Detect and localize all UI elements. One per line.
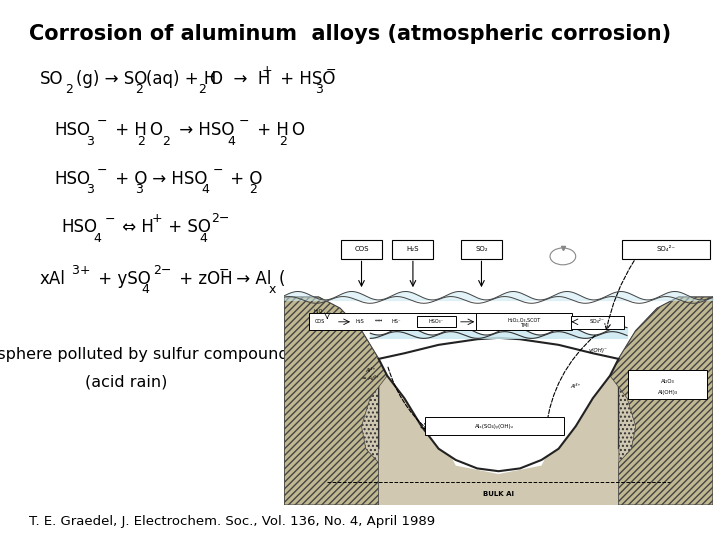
Text: −: − bbox=[97, 164, 108, 177]
Text: → HSO: → HSO bbox=[147, 170, 207, 187]
Text: Al³⁺: Al³⁺ bbox=[570, 384, 581, 389]
Text: H₂S: H₂S bbox=[355, 319, 364, 325]
Text: COS: COS bbox=[354, 246, 369, 252]
Polygon shape bbox=[618, 297, 713, 505]
FancyBboxPatch shape bbox=[425, 417, 564, 435]
Polygon shape bbox=[379, 338, 618, 471]
Text: 2−: 2− bbox=[153, 264, 172, 277]
Text: y: y bbox=[323, 283, 330, 296]
Text: O: O bbox=[291, 121, 304, 139]
Text: + O: + O bbox=[225, 170, 263, 187]
Text: 2: 2 bbox=[249, 183, 257, 197]
FancyBboxPatch shape bbox=[461, 240, 502, 259]
Text: + H: + H bbox=[110, 121, 147, 139]
Text: xAl: xAl bbox=[40, 269, 66, 287]
Text: ): ) bbox=[314, 269, 320, 287]
Text: +: + bbox=[152, 212, 163, 226]
Text: 2: 2 bbox=[138, 134, 145, 148]
Text: −: − bbox=[326, 64, 337, 77]
Text: Corrosion of aluminum  alloys (atmospheric corrosion): Corrosion of aluminum alloys (atmospheri… bbox=[29, 24, 671, 44]
Text: y(OH)⁻: y(OH)⁻ bbox=[588, 348, 606, 353]
Text: −: − bbox=[212, 164, 223, 177]
Text: 3: 3 bbox=[315, 83, 323, 97]
Text: 2: 2 bbox=[198, 83, 206, 97]
Text: 3: 3 bbox=[135, 183, 143, 197]
Text: O  →  H: O → H bbox=[210, 70, 270, 87]
Text: + H: + H bbox=[252, 121, 289, 139]
Polygon shape bbox=[284, 297, 405, 505]
Polygon shape bbox=[379, 449, 618, 505]
Text: −: − bbox=[219, 264, 230, 277]
Text: HS⁻: HS⁻ bbox=[392, 319, 401, 325]
Text: + ySO: + ySO bbox=[93, 269, 150, 287]
Text: Al(OH)₃: Al(OH)₃ bbox=[658, 390, 678, 395]
Text: 4: 4 bbox=[142, 283, 150, 296]
Text: 4: 4 bbox=[199, 232, 207, 245]
Text: x: x bbox=[269, 283, 276, 296]
FancyBboxPatch shape bbox=[570, 316, 624, 328]
FancyBboxPatch shape bbox=[417, 316, 456, 327]
Text: + SO: + SO bbox=[163, 218, 211, 236]
Text: + zOH: + zOH bbox=[174, 269, 232, 287]
Text: T. E. Graedel, J. Electrochem. Soc., Vol. 136, No. 4, April 1989: T. E. Graedel, J. Electrochem. Soc., Vol… bbox=[29, 515, 435, 528]
Text: 2: 2 bbox=[279, 134, 287, 148]
Text: Al³⁺: Al³⁺ bbox=[365, 368, 375, 373]
Text: HSO: HSO bbox=[61, 218, 97, 236]
Text: +: + bbox=[262, 64, 273, 77]
FancyBboxPatch shape bbox=[310, 313, 542, 330]
Text: (SO: (SO bbox=[279, 269, 308, 287]
Text: COS: COS bbox=[315, 319, 325, 325]
Text: 2: 2 bbox=[135, 83, 143, 97]
Text: 3+: 3+ bbox=[68, 264, 91, 277]
Text: 3: 3 bbox=[86, 183, 94, 197]
Text: HSO: HSO bbox=[54, 170, 90, 187]
Text: HSO: HSO bbox=[54, 121, 90, 139]
Polygon shape bbox=[593, 297, 713, 505]
Text: z: z bbox=[366, 283, 372, 296]
Text: SO₄²⁻: SO₄²⁻ bbox=[656, 246, 675, 252]
Text: 2: 2 bbox=[65, 83, 73, 97]
Text: 4: 4 bbox=[201, 183, 209, 197]
Text: (OH): (OH) bbox=[334, 269, 372, 287]
Text: ⇔ H: ⇔ H bbox=[117, 218, 154, 236]
Text: 4: 4 bbox=[93, 232, 101, 245]
Text: SO: SO bbox=[40, 70, 63, 87]
FancyBboxPatch shape bbox=[392, 240, 433, 259]
FancyBboxPatch shape bbox=[621, 240, 710, 259]
Text: 3: 3 bbox=[86, 134, 94, 148]
Text: 2−: 2− bbox=[211, 212, 230, 226]
Text: −: − bbox=[239, 115, 250, 129]
Text: SO₄²⁻: SO₄²⁻ bbox=[590, 319, 605, 325]
Text: 4: 4 bbox=[302, 283, 310, 296]
Text: + O: + O bbox=[110, 170, 148, 187]
Text: −: − bbox=[104, 212, 115, 226]
Text: H₂O: H₂O bbox=[314, 309, 323, 314]
FancyBboxPatch shape bbox=[629, 369, 707, 399]
Text: Al₂O₃: Al₂O₃ bbox=[661, 379, 675, 384]
Text: Atmosphere polluted by sulfur compounds: Atmosphere polluted by sulfur compounds bbox=[0, 347, 297, 362]
Text: HSO₃⁻: HSO₃⁻ bbox=[429, 319, 444, 325]
FancyBboxPatch shape bbox=[341, 240, 382, 259]
Text: H₂S: H₂S bbox=[407, 246, 419, 252]
Text: → HSO: → HSO bbox=[174, 121, 234, 139]
Text: O: O bbox=[149, 121, 162, 139]
Text: (aq) + H: (aq) + H bbox=[146, 70, 217, 87]
Polygon shape bbox=[284, 297, 379, 505]
Polygon shape bbox=[379, 359, 618, 505]
Text: Alₓ(SO₄)ᵧ(OH)ᵤ: Alₓ(SO₄)ᵧ(OH)ᵤ bbox=[475, 424, 513, 429]
Text: (g) → SO: (g) → SO bbox=[76, 70, 148, 87]
Text: ↔↔: ↔↔ bbox=[374, 319, 382, 323]
Text: + HSO: + HSO bbox=[275, 70, 336, 87]
Text: ≈ Al³⁺: ≈ Al³⁺ bbox=[361, 376, 379, 381]
Text: (acid rain): (acid rain) bbox=[85, 374, 167, 389]
Text: −: − bbox=[97, 115, 108, 129]
Text: H₂O₂,O₃,SCOT: H₂O₂,O₃,SCOT bbox=[508, 318, 541, 322]
Text: 4: 4 bbox=[228, 134, 235, 148]
Text: TMI: TMI bbox=[520, 323, 528, 328]
FancyBboxPatch shape bbox=[477, 313, 572, 330]
Text: SO₂: SO₂ bbox=[475, 246, 487, 252]
Text: 2: 2 bbox=[162, 134, 170, 148]
Text: BULK Al: BULK Al bbox=[483, 491, 514, 497]
Text: → Al: → Al bbox=[231, 269, 271, 287]
